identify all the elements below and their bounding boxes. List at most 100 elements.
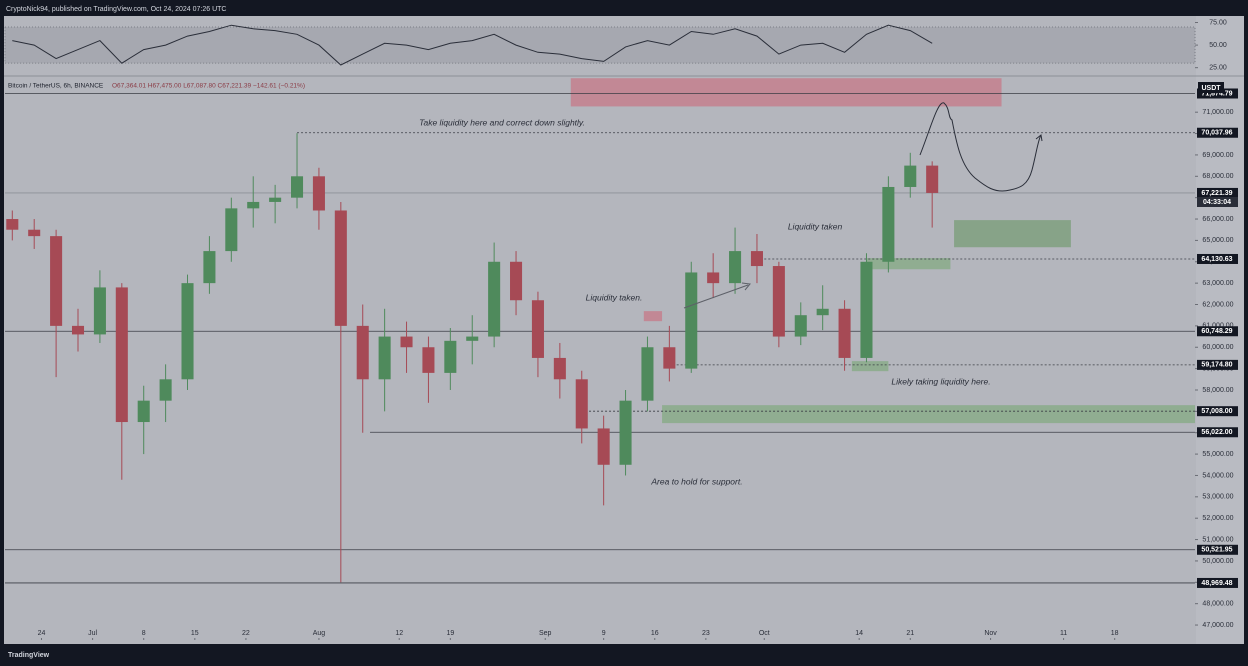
y-tick-label: 60,000.00 (1202, 344, 1233, 351)
x-tick-label: 15 (191, 630, 199, 637)
candle-body (510, 261, 523, 301)
y-tick-label: 58,000.00 (1202, 387, 1233, 394)
x-tick-label: Nov (984, 630, 997, 637)
y-tick-label: 61,000.00 (1202, 323, 1233, 330)
annotation: Likely taking liquidity here. (891, 376, 990, 386)
level-label-box (1197, 427, 1238, 438)
y-tick-label: 54,000.00 (1202, 472, 1233, 479)
annotations: Take liquidity here and correct down sli… (419, 117, 991, 486)
x-tick-label: 9 (602, 630, 606, 637)
candle-body (772, 266, 785, 337)
candle-body (466, 336, 479, 341)
zone (662, 405, 1195, 424)
y-tick-label: 71,000.00 (1202, 109, 1233, 116)
candle-body (882, 186, 895, 262)
y-tick-label: 68,000.00 (1202, 173, 1233, 180)
level-label: 50,521.95 (1201, 547, 1232, 554)
level-label-box (1197, 406, 1238, 417)
countdown-box (1197, 197, 1238, 207)
candle-body (269, 197, 282, 202)
symbol: Bitcoin / TetherUS, 6h, BINANCE (8, 83, 104, 90)
x-tick-label: Aug (313, 630, 326, 637)
y-tick-label: 50,000.00 (1202, 558, 1233, 565)
publisher: CryptoNick94, published on TradingView.c… (6, 6, 227, 13)
candle-body (137, 400, 150, 423)
candle-body (729, 251, 742, 284)
y-tick-label: 55,000.00 (1202, 451, 1233, 458)
candle-body (816, 308, 829, 316)
candle-body (422, 347, 435, 373)
annotation: Area to hold for support. (650, 476, 742, 486)
candle-body (378, 336, 391, 380)
candle-body (334, 210, 347, 326)
y-tick-label: 50.00 (1209, 42, 1227, 49)
zone (570, 78, 1002, 107)
x-tick-label: Sep (539, 630, 552, 637)
x-tick-label: 22 (242, 630, 250, 637)
zone (851, 361, 889, 372)
candle-body (225, 208, 238, 252)
candle-body (619, 400, 632, 465)
chart-background (4, 16, 1244, 644)
candle-body (71, 325, 85, 335)
zone (866, 258, 951, 270)
level-label-box (1197, 577, 1238, 588)
candle-body (838, 308, 851, 358)
y-tick-label: 65,000.00 (1202, 237, 1233, 244)
level-label-box (1197, 359, 1238, 370)
candle-body (597, 428, 610, 465)
candle-body (641, 347, 654, 401)
x-tick-label: Jul (88, 630, 97, 637)
candle-body (707, 272, 720, 284)
y-tick-label: 75.00 (1209, 19, 1227, 26)
x-tick-label: 23 (702, 630, 710, 637)
candle-body (860, 261, 873, 358)
annotation: Take liquidity here and correct down sli… (419, 117, 585, 127)
footer: TradingView (8, 652, 50, 659)
currency-box (1198, 82, 1224, 93)
candle-body (247, 201, 260, 209)
level-label-box (1197, 88, 1238, 99)
candle-body (926, 165, 939, 193)
x-tick-label: Oct (759, 630, 770, 637)
x-tick-label: 19 (446, 630, 454, 637)
x-tick-label: 18 (1111, 630, 1119, 637)
y-tick-label: 69,000.00 (1202, 152, 1233, 159)
arrow (683, 284, 749, 309)
level-label: 71,874.79 (1201, 90, 1232, 97)
candle-body (400, 336, 413, 348)
candle-body (488, 261, 501, 337)
y-tick-label: 63,000.00 (1202, 280, 1233, 287)
rsi-line (12, 24, 933, 66)
countdown: 04:33:04 (1203, 199, 1231, 206)
candle-body (663, 347, 676, 369)
currency: USDT (1201, 85, 1221, 92)
y-tick-label: 48,000.00 (1202, 601, 1233, 608)
x-tick-label: 24 (38, 630, 46, 637)
candle-body (794, 315, 807, 337)
y-tick-label: 47,000.00 (1202, 622, 1233, 629)
candle-body (553, 357, 566, 380)
rsi-band (4, 26, 1196, 64)
zone (954, 220, 1071, 248)
candle-body (356, 325, 369, 380)
y-tick-label: 51,000.00 (1202, 536, 1233, 543)
y-tick-label: 25.00 (1209, 65, 1227, 72)
level-label: 60,748.29 (1201, 328, 1232, 335)
y-tick-label: 53,000.00 (1202, 494, 1233, 501)
projection-path (919, 102, 1042, 192)
candle-body (685, 272, 698, 369)
y-tick-label: 66,000.00 (1202, 216, 1233, 223)
annotation: Liquidity taken (788, 221, 843, 231)
candle-body (203, 251, 216, 284)
level-label: 56,022.00 (1201, 429, 1232, 436)
projection-arrowhead (1035, 134, 1043, 142)
level-label: 70,037.96 (1201, 130, 1232, 137)
ohlc: O67,364.01 H67,475.00 L67,087.80 C67,221… (112, 83, 305, 90)
level-label: 59,174.80 (1201, 362, 1232, 369)
level-label: 64,130.63 (1201, 256, 1232, 263)
candle-body (531, 300, 544, 358)
x-tick-label: 12 (395, 630, 403, 637)
candle-body (93, 287, 106, 335)
